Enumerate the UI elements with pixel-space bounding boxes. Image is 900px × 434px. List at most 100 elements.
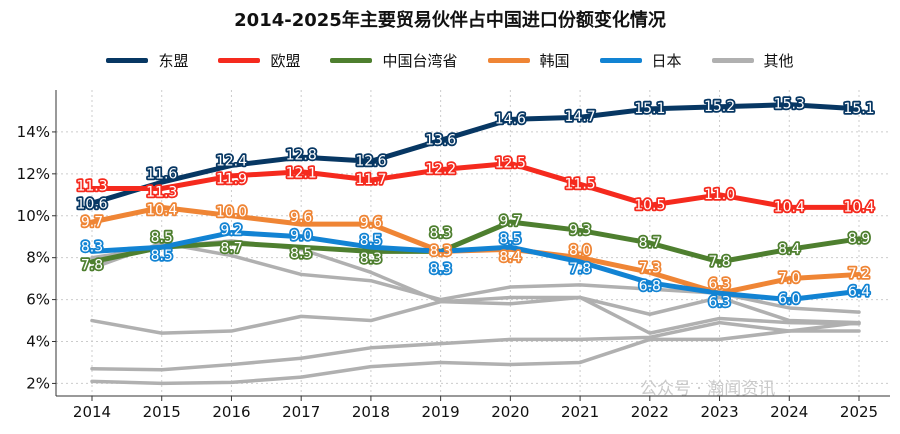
- data-label: 10.5: [634, 197, 665, 213]
- data-label: 9.3: [569, 222, 591, 238]
- data-label: 9.0: [290, 228, 312, 244]
- data-label: 12.2: [425, 162, 456, 178]
- data-label: 8.5: [290, 246, 312, 262]
- data-label: 10.4: [843, 199, 874, 215]
- data-label: 6.3: [708, 294, 730, 310]
- data-label: 7.8: [569, 261, 591, 277]
- legend: 东盟 欧盟 中国台湾省 韩国 日本 其他: [0, 50, 900, 71]
- y-tick-label: 12%: [17, 165, 50, 183]
- data-label: 7.8: [708, 254, 730, 270]
- y-tick-label: 14%: [17, 123, 50, 141]
- x-tick-label: 2019: [422, 403, 460, 421]
- chart-title: 2014-2025年主要贸易伙伴占中国进口份额变化情况: [234, 10, 666, 31]
- series-line: [89, 219, 862, 265]
- data-label: 9.6: [290, 210, 312, 226]
- legend-label: 中国台湾省: [382, 52, 458, 70]
- watermark: 公众号 · 瀚闻资讯: [640, 379, 776, 399]
- data-label: 10.4: [774, 199, 805, 215]
- data-label: 8.3: [430, 243, 452, 259]
- data-label: 12.1: [286, 165, 317, 181]
- series-line: [90, 295, 861, 335]
- data-label: 15.2: [704, 99, 735, 115]
- legend-item: 中国台湾省: [330, 50, 458, 71]
- series-line: [90, 320, 861, 372]
- data-label: 8.0: [569, 243, 591, 259]
- data-label: 11.9: [216, 172, 247, 188]
- data-label: 8.3: [81, 240, 103, 256]
- legend-label: 欧盟: [270, 52, 301, 70]
- series-line: [90, 239, 861, 325]
- data-label: 12.8: [286, 147, 317, 163]
- y-tick-label: 10%: [17, 207, 50, 225]
- data-label: 8.3: [360, 251, 382, 267]
- legend-label: 其他: [763, 52, 794, 70]
- data-label: 15.3: [774, 97, 805, 113]
- data-label: 10.0: [216, 204, 247, 220]
- data-label: 12.5: [495, 155, 526, 171]
- legend-swatch: [330, 58, 373, 63]
- data-label: 11.3: [146, 185, 177, 201]
- data-label: 8.3: [430, 225, 452, 241]
- data-label: 9.2: [220, 222, 242, 238]
- legend-label: 东盟: [158, 52, 189, 70]
- data-label: 6.8: [639, 279, 661, 295]
- data-label: 9.7: [81, 215, 103, 231]
- legend-item: 欧盟: [218, 50, 300, 71]
- data-label: 8.5: [151, 248, 173, 264]
- data-label: 12.6: [355, 153, 386, 169]
- x-tick-label: 2018: [352, 403, 390, 421]
- data-label: 8.5: [360, 233, 382, 249]
- data-label: 8.7: [220, 240, 242, 256]
- x-tick-label: 2015: [143, 403, 181, 421]
- x-tick-label: 2025: [840, 403, 878, 421]
- data-label: 9.6: [360, 215, 382, 231]
- data-label: 11.5: [565, 176, 596, 192]
- y-tick-label: 2%: [26, 374, 50, 392]
- series-line: [90, 320, 861, 386]
- series-line: [89, 160, 862, 210]
- data-label: 14.6: [495, 111, 526, 127]
- y-tick-label: 6%: [26, 291, 50, 309]
- legend-label: 韩国: [539, 52, 570, 70]
- legend-label: 日本: [651, 52, 682, 70]
- series-line: [89, 230, 862, 303]
- data-label: 6.0: [778, 292, 800, 308]
- data-label: 7.0: [778, 271, 800, 287]
- data-label: 8.4: [499, 250, 521, 266]
- x-tick-label: 2022: [631, 403, 669, 421]
- y-tick-label: 4%: [26, 333, 50, 351]
- legend-swatch: [218, 58, 261, 63]
- legend-swatch: [487, 58, 530, 63]
- data-label: 15.1: [843, 101, 874, 117]
- data-label: 11.6: [146, 167, 177, 183]
- data-label: 8.7: [639, 235, 661, 251]
- legend-item: 东盟: [106, 50, 188, 71]
- data-label: 11.3: [76, 179, 107, 195]
- data-label: 14.7: [565, 109, 596, 125]
- y-tick-label: 8%: [26, 249, 50, 267]
- legend-swatch: [599, 58, 642, 63]
- data-label: 13.6: [425, 132, 456, 148]
- x-tick-label: 2014: [73, 403, 111, 421]
- data-label: 8.3: [430, 261, 452, 277]
- data-label: 7.8: [81, 258, 103, 274]
- data-label: 11.0: [704, 187, 735, 203]
- data-label: 12.4: [216, 154, 247, 170]
- data-label: 10.4: [146, 203, 177, 219]
- data-label: 9.7: [499, 213, 521, 229]
- data-label: 10.6: [76, 197, 107, 213]
- x-tick-label: 2020: [491, 403, 529, 421]
- x-tick-label: 2024: [770, 403, 808, 421]
- data-label: 7.2: [848, 266, 870, 282]
- series-line: [89, 102, 862, 206]
- data-label: 7.3: [639, 261, 661, 277]
- legend-item: 韩国: [487, 50, 570, 71]
- data-label: 6.4: [848, 284, 870, 300]
- data-label: 11.7: [355, 172, 386, 188]
- legend-swatch: [711, 58, 754, 63]
- x-tick-label: 2023: [700, 403, 738, 421]
- legend-item: 日本: [599, 50, 682, 71]
- data-label: 8.5: [151, 230, 173, 246]
- data-label: 6.3: [708, 276, 730, 292]
